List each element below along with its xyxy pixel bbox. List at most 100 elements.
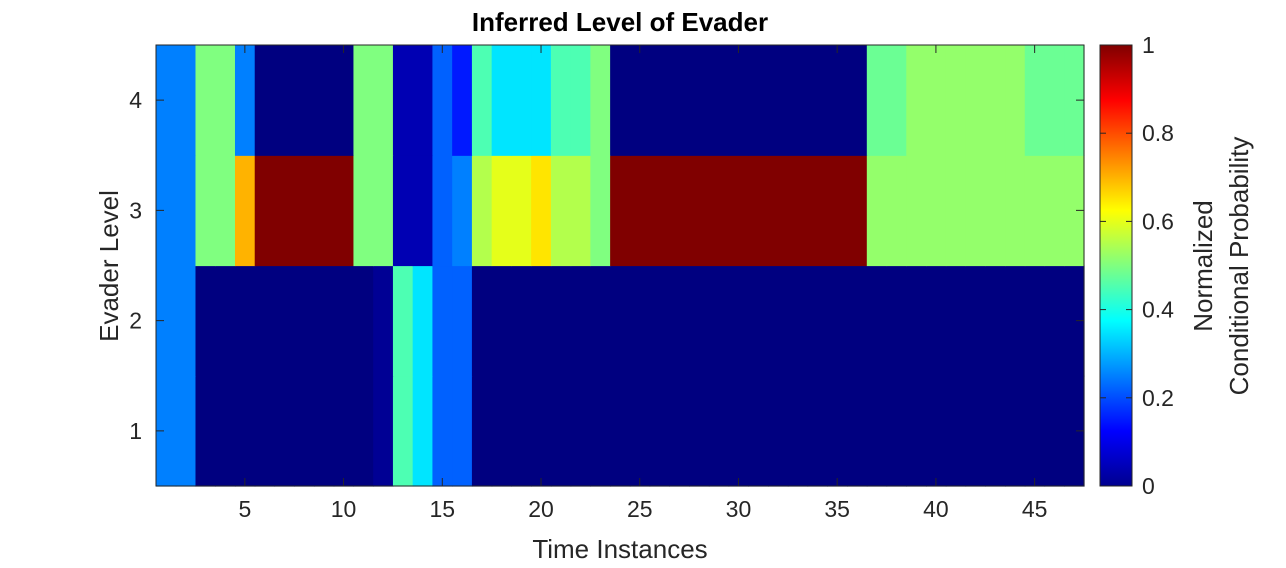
- heatmap-cell: [1044, 155, 1065, 267]
- heatmap-cell: [590, 265, 611, 377]
- heatmap-cell: [945, 45, 967, 156]
- heatmap-cell: [689, 375, 710, 487]
- heatmap-cell: [629, 375, 651, 487]
- colorbar-tick-label: 0.8: [1142, 120, 1174, 146]
- heatmap-cell: [985, 375, 1006, 487]
- heatmap-cell: [649, 375, 670, 487]
- heatmap-cell: [748, 265, 769, 377]
- x-tick-label: 45: [1022, 496, 1048, 522]
- heatmap-cell: [491, 155, 513, 267]
- heatmap-cells: [156, 45, 1085, 487]
- heatmap-cell: [748, 45, 769, 156]
- x-tick-label: 5: [238, 496, 251, 522]
- heatmap-cell: [926, 45, 947, 156]
- heatmap-cell: [1044, 265, 1065, 377]
- heatmap-cell: [728, 265, 749, 377]
- heatmap-cell: [610, 375, 631, 487]
- heatmap-cell: [610, 45, 631, 156]
- heatmap-cell: [807, 45, 828, 156]
- heatmap-cell: [748, 155, 769, 267]
- heatmap-cell: [432, 265, 453, 377]
- heatmap-cell: [392, 265, 414, 377]
- heatmap-cell: [550, 155, 572, 267]
- x-tick-label: 30: [726, 496, 752, 522]
- heatmap-cell: [471, 265, 493, 377]
- heatmap-cell: [156, 45, 177, 156]
- heatmap-cell: [689, 265, 710, 377]
- y-tick-label: 2: [129, 308, 142, 334]
- heatmap-cell: [1005, 375, 1026, 487]
- heatmap-cell: [768, 155, 789, 267]
- heatmap-cell: [847, 375, 868, 487]
- heatmap-cell: [333, 265, 355, 377]
- heatmap-cell: [195, 45, 216, 156]
- heatmap-cell: [432, 45, 453, 156]
- heatmap-cell: [550, 375, 572, 487]
- x-tick-label: 10: [331, 496, 357, 522]
- heatmap-cell: [195, 375, 216, 487]
- heatmap-cell: [847, 155, 868, 267]
- heatmap-cell: [866, 155, 888, 267]
- heatmap-cell: [452, 375, 473, 487]
- heatmap-cell: [373, 45, 394, 156]
- heatmap-cell: [412, 155, 434, 267]
- heatmap-cell: [471, 155, 493, 267]
- heatmap-cell: [906, 265, 927, 377]
- heatmap-cell: [452, 265, 473, 377]
- heatmap-cell: [629, 265, 651, 377]
- heatmap-cell: [1005, 155, 1026, 267]
- heatmap-cell: [590, 45, 611, 156]
- heatmap-cell: [333, 45, 355, 156]
- x-axis-ticks: 5 10 15 20 25 30 35 40 45: [238, 45, 1047, 522]
- colorbar-tick-label: 0.2: [1142, 385, 1174, 411]
- heatmap-cell: [471, 375, 493, 487]
- heatmap-cell: [906, 45, 927, 156]
- x-axis-label: Time Instances: [532, 534, 707, 564]
- heatmap-cell: [195, 155, 216, 267]
- heatmap-cell: [550, 45, 572, 156]
- y-tick-label: 4: [129, 87, 142, 113]
- heatmap-cell: [570, 265, 591, 377]
- chart-title: Inferred Level of Evader: [472, 7, 768, 37]
- heatmap-cell: [412, 45, 434, 156]
- heatmap-cell: [787, 375, 809, 487]
- heatmap-cell: [1064, 155, 1085, 267]
- heatmap-cell: [1005, 265, 1026, 377]
- heatmap-cell: [768, 45, 789, 156]
- heatmap-cell: [511, 375, 532, 487]
- heatmap-cell: [827, 375, 848, 487]
- heatmap-cell: [886, 265, 907, 377]
- heatmap-cell: [1044, 375, 1065, 487]
- heatmap-cell: [787, 45, 809, 156]
- heatmap-cell: [965, 265, 986, 377]
- heatmap-cell: [827, 155, 848, 267]
- heatmap-cell: [215, 375, 236, 487]
- heatmap-cell: [1024, 155, 1046, 267]
- heatmap-cell: [353, 375, 374, 487]
- heatmap-cell: [985, 265, 1006, 377]
- heatmap-cell: [333, 155, 355, 267]
- heatmap-cell: [531, 155, 552, 267]
- y-tick-label: 3: [129, 197, 142, 223]
- heatmap-cell: [175, 265, 197, 377]
- heatmap-cell: [452, 155, 473, 267]
- heatmap-cell: [511, 45, 532, 156]
- heatmap-cell: [254, 155, 276, 267]
- heatmap-cell: [649, 265, 670, 377]
- heatmap-cell: [669, 155, 690, 267]
- heatmap-cell: [886, 45, 907, 156]
- heatmap-cell: [708, 375, 730, 487]
- heatmap-cell: [392, 375, 414, 487]
- heatmap-cell: [866, 265, 888, 377]
- heatmap-cell: [827, 265, 848, 377]
- heatmap-cell: [728, 375, 749, 487]
- heatmap-cell: [807, 375, 828, 487]
- heatmap-cell: [313, 155, 335, 267]
- heatmap-cell: [234, 155, 256, 267]
- heatmap-cell: [807, 265, 828, 377]
- heatmap-cell: [1005, 45, 1026, 156]
- plot-frame: [155, 44, 1085, 487]
- heatmap-cell: [708, 45, 730, 156]
- heatmap-cell: [926, 265, 947, 377]
- heatmap-cell: [294, 265, 315, 377]
